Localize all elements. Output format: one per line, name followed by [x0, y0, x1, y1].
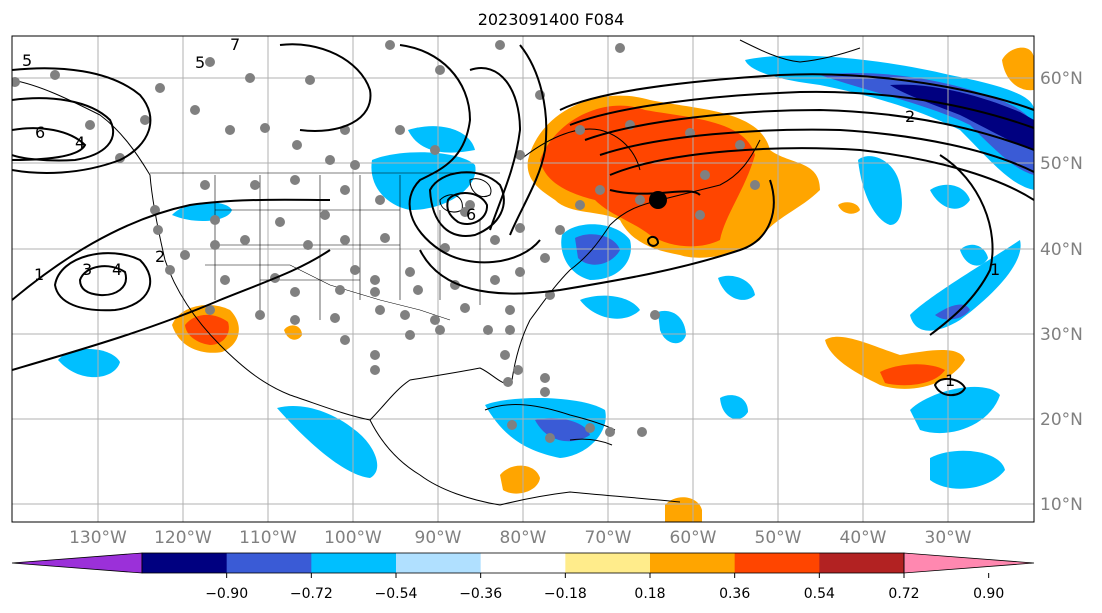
contour-label: 4 — [112, 260, 122, 279]
positive-anomaly-region — [838, 202, 860, 214]
colorbar-frame — [141, 552, 905, 574]
colorbar-tick-label: −0.90 — [205, 586, 248, 602]
negative-anomaly-region — [371, 152, 476, 210]
lon-label: 120°W — [154, 528, 212, 548]
lon-label: 30°W — [925, 528, 972, 548]
contour-label: 5 — [22, 51, 32, 70]
colorbar-segment — [565, 553, 651, 573]
height-contours — [12, 43, 1034, 397]
colorbar-tick-label: 0.18 — [634, 586, 665, 602]
lon-label: 80°W — [500, 528, 547, 548]
colorbar-segment — [142, 553, 228, 573]
negative-anomaly-region — [930, 184, 970, 209]
colorbar-extend-max — [903, 552, 1035, 574]
negative-anomaly-region — [408, 126, 475, 153]
contour-label: 1 — [945, 371, 955, 390]
contour-label: 1 — [990, 260, 1000, 279]
positive-anomaly-region — [284, 325, 302, 340]
lon-label: 50°W — [755, 528, 802, 548]
contour-label: 7 — [230, 35, 240, 54]
colorbar-tick-label: −0.54 — [375, 586, 418, 602]
graticule — [12, 36, 1034, 522]
lat-label: 10°N — [1040, 495, 1083, 515]
lon-label: 90°W — [415, 528, 462, 548]
colorbar-tick-label: −0.18 — [544, 586, 587, 602]
lat-label: 30°N — [1040, 325, 1083, 345]
colorbar-tick-label: 0.72 — [888, 586, 919, 602]
lat-label: 40°N — [1040, 240, 1083, 260]
negative-anomaly-region — [910, 386, 1000, 434]
latitude-labels: 60°N 50°N 40°N 30°N 20°N 10°N — [1040, 69, 1083, 515]
negative-anomaly-region — [277, 406, 378, 478]
colorbar: −0.90 −0.72 −0.54 −0.36 −0.18 0.18 0.36 0.54 0.7… — [11, 552, 1035, 602]
colorbar-extend-min — [11, 552, 143, 574]
lon-label: 110°W — [239, 528, 297, 548]
lon-label: 130°W — [69, 528, 127, 548]
lon-label: 60°W — [670, 528, 717, 548]
negative-anomaly-region — [658, 310, 686, 344]
negative-anomaly-region — [960, 244, 988, 266]
colorbar-segment — [480, 553, 566, 573]
negative-anomaly-region — [930, 450, 1005, 489]
colorbar-tick-label: −0.72 — [290, 586, 333, 602]
colorbar-tick-label: 0.90 — [973, 586, 1004, 602]
negative-anomaly-region — [718, 275, 755, 300]
lon-label: 100°W — [324, 528, 382, 548]
negative-anomaly-region — [858, 156, 902, 225]
colorbar-segment — [650, 553, 736, 573]
colorbar-segment — [396, 553, 482, 573]
contour-label: 4 — [75, 133, 85, 152]
contour-label: 5 — [195, 53, 205, 72]
colorbar-segment — [226, 553, 312, 573]
strong-positive-anomaly-region — [880, 364, 945, 386]
contour-label: 6 — [466, 205, 476, 224]
map-frame — [11, 35, 1035, 523]
lon-label: 70°W — [585, 528, 632, 548]
lon-label: 40°W — [840, 528, 887, 548]
positive-anomaly-region — [500, 465, 540, 494]
lat-label: 60°N — [1040, 69, 1083, 89]
colorbar-tick-label: 0.36 — [719, 586, 750, 602]
contour-label: 2 — [155, 247, 165, 266]
contour-label: 3 — [82, 260, 92, 279]
negative-anomaly-region — [58, 348, 120, 378]
contour-labels: 5 5 7 6 4 2 3 4 1 2 6 1 1 — [22, 35, 1000, 390]
colorbar-segment — [311, 553, 397, 573]
negative-anomaly-region — [580, 295, 640, 319]
colorbar-segment — [819, 553, 905, 573]
contour-label: 1 — [34, 265, 44, 284]
strong-positive-anomaly-region — [185, 314, 229, 345]
lat-label: 50°N — [1040, 154, 1083, 174]
storm-center-marker — [649, 191, 667, 209]
positive-anomaly-region — [1002, 47, 1034, 91]
colorbar-tick-label: −0.36 — [459, 586, 502, 602]
contour-label: 6 — [35, 123, 45, 142]
negative-anomaly-region — [910, 240, 1021, 331]
longitude-labels: 130°W 120°W 110°W 100°W 90°W 80°W 70°W 6… — [69, 528, 972, 548]
colorbar-tick-label: 0.54 — [804, 586, 835, 602]
map-title: 2023091400 F084 — [477, 10, 625, 29]
lat-label: 20°N — [1040, 410, 1083, 430]
negative-anomaly-region — [720, 395, 748, 420]
colorbar-segment — [734, 553, 820, 573]
station-markers — [12, 40, 760, 443]
contour-label: 2 — [905, 107, 915, 126]
